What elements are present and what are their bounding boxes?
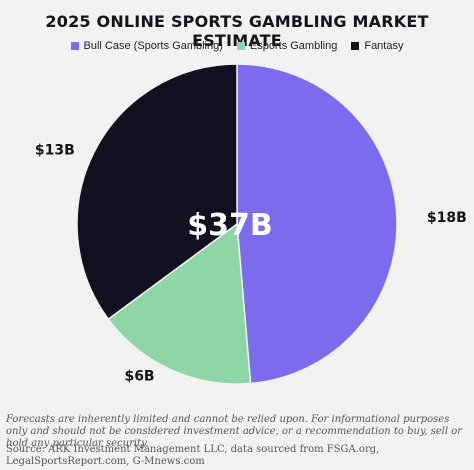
legend-label-bull-case: Bull Case (Sports Gambling) (83, 40, 223, 52)
legend-swatch-esports (236, 42, 245, 50)
pie-slice-fantasy (76, 63, 238, 321)
slice-label-esports: $6B (124, 368, 154, 384)
legend-item-bull-case: Bull Case (Sports Gambling) (70, 40, 223, 52)
legend-label-esports: Esports Gambling (249, 40, 338, 52)
chart-title: 2025 ONLINE SPORTS GAMBLING MARKET ESTIM… (45, 12, 429, 50)
legend-item-fantasy: Fantasy (351, 40, 403, 52)
slice-label-fantasy: $13B (35, 142, 75, 158)
slice-label-bull-case: $18B (427, 210, 467, 226)
pie-slice-bull-case (236, 63, 398, 385)
legend-label-fantasy: Fantasy (364, 40, 404, 52)
chart-legend: Bull Case (Sports Gambling) Esports Gamb… (0, 40, 474, 52)
disclaimer-footnote: Forecasts are inherently limited and can… (6, 414, 463, 449)
legend-item-esports: Esports Gambling (236, 40, 338, 52)
legend-swatch-fantasy (351, 42, 360, 50)
center-total-label: $37B (187, 208, 273, 243)
legend-swatch-bull-case (70, 42, 79, 50)
pie-slice-esports (107, 222, 252, 385)
source-note: Source: ARK Investment Management LLC, d… (6, 444, 380, 467)
